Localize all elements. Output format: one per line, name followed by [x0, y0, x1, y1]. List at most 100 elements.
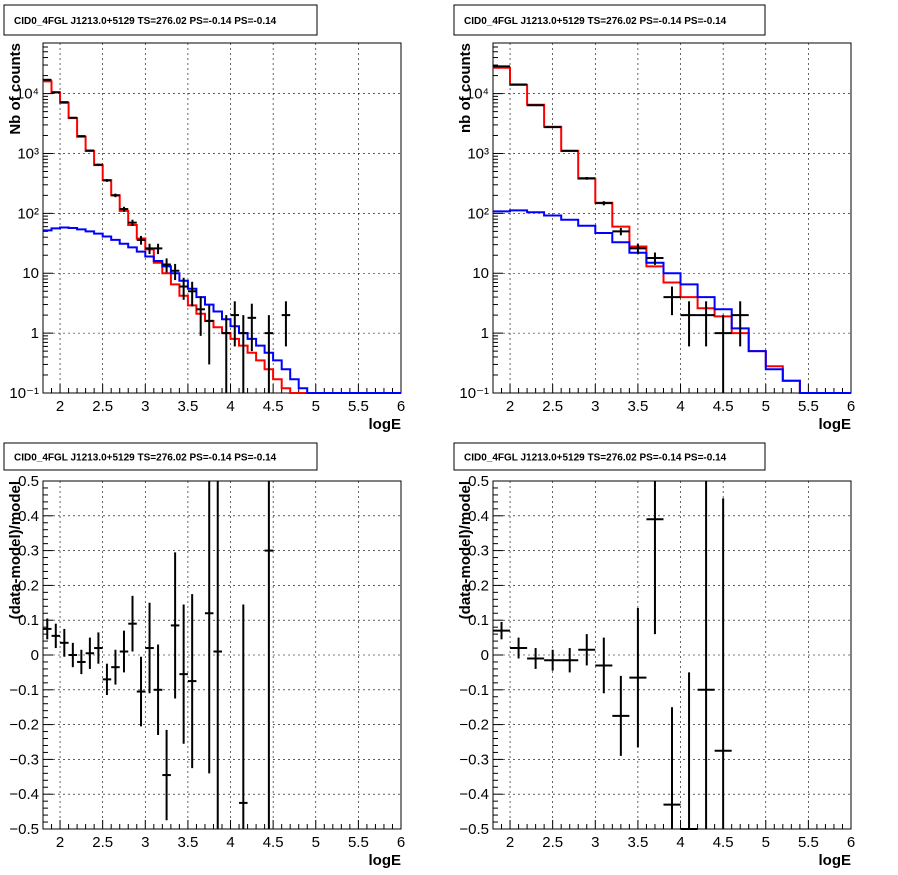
x-tick-label: 3	[141, 834, 149, 851]
chart-title: CID0_4FGL J1213.0+5129 TS=276.02 PS=-0.1…	[464, 453, 727, 464]
data-point	[544, 649, 562, 671]
x-tick-label: 5.5	[348, 834, 369, 851]
y-tick-label: 10	[472, 265, 489, 282]
data-point	[527, 648, 545, 669]
y-axis-label: nb of counts	[457, 43, 474, 133]
x-tick-label: 5.5	[798, 834, 819, 851]
x-tick-label: 4.5	[713, 834, 734, 851]
x-axis-label: logE	[819, 852, 852, 869]
y-tick-label: −0.1	[9, 682, 39, 699]
y-tick-label: 0	[481, 647, 489, 664]
x-tick-label: 3.5	[627, 398, 648, 415]
x-tick-label: 3.5	[177, 834, 198, 851]
x-tick-label: 6	[397, 834, 405, 851]
data-points	[43, 78, 291, 393]
x-tick-label: 5	[762, 834, 770, 851]
x-tick-label: 2	[56, 834, 64, 851]
grid	[43, 481, 401, 829]
data-point	[77, 135, 86, 138]
data-point	[239, 604, 248, 829]
y-tick-label: 0.4	[468, 508, 489, 525]
data-point	[94, 632, 103, 664]
y-tick-label: −0.3	[9, 751, 39, 768]
x-axis-label: logE	[369, 416, 402, 433]
data-point	[60, 101, 69, 104]
data-point	[680, 672, 698, 830]
data-point	[187, 281, 197, 307]
data-point	[612, 227, 630, 236]
data-point	[85, 149, 95, 152]
series-line-1	[43, 80, 401, 394]
data-point	[187, 594, 197, 769]
y-tick-label: 0.2	[468, 577, 489, 594]
y-tick-label: 0.3	[18, 543, 39, 560]
data-point	[119, 206, 129, 212]
y-tick-label: 0.1	[18, 612, 39, 629]
data-point	[264, 481, 274, 829]
y-tick-label: −0.2	[9, 717, 39, 734]
data-point	[179, 604, 188, 744]
data-point	[111, 193, 120, 198]
data-point	[170, 263, 180, 281]
y-tick-label: 10²	[17, 205, 39, 222]
data-point	[179, 277, 188, 300]
x-tick-label: 3	[591, 398, 599, 415]
y-tick-label: −0.1	[459, 682, 489, 699]
data-point	[51, 623, 61, 649]
data-point	[102, 663, 112, 696]
y-tick-label: 0.5	[18, 473, 39, 490]
y-tick-label: 10⁴	[466, 86, 489, 103]
y-tick-label: 10⁴	[16, 86, 39, 103]
data-point	[264, 315, 274, 393]
data-point	[128, 219, 137, 226]
x-tick-label: 2.5	[92, 834, 113, 851]
x-axis-label: logE	[819, 416, 852, 433]
title-box	[3, 4, 318, 36]
data-point	[714, 498, 732, 829]
data-point	[213, 481, 222, 829]
x-tick-label: 5.5	[798, 398, 819, 415]
x-tick-label: 3.5	[627, 834, 648, 851]
chart-panel-3: CID0_4FGL J1213.0+5129 TS=276.02 PS=-0.1…	[3, 442, 405, 869]
chart-title: CID0_4FGL J1213.0+5129 TS=276.02 PS=-0.1…	[14, 453, 277, 464]
y-tick-label: 0.4	[18, 508, 39, 525]
x-tick-label: 3	[591, 834, 599, 851]
y-tick-label: 1	[31, 325, 39, 342]
series-line-1	[493, 66, 851, 394]
y-tick-label: 0.1	[468, 612, 489, 629]
x-tick-label: 5	[762, 398, 770, 415]
data-points	[43, 481, 274, 829]
series-line-2	[43, 226, 401, 394]
plot-frame	[492, 42, 852, 394]
title-box	[453, 442, 766, 471]
data-point	[196, 296, 205, 336]
data-point	[85, 637, 95, 669]
x-tick-label: 3.5	[177, 398, 198, 415]
data-point	[527, 104, 545, 107]
data-point	[663, 286, 681, 316]
data-point	[77, 649, 86, 675]
y-axis-label: (data-model)/model	[7, 481, 24, 619]
data-point	[578, 634, 596, 666]
data-point	[170, 552, 180, 699]
data-point	[230, 301, 240, 347]
x-axis-label: logE	[369, 852, 402, 869]
chart-panel-1: CID0_4FGL J1213.0+5129 TS=276.02 PS=-0.1…	[3, 4, 405, 433]
x-tick-label: 2.5	[542, 398, 563, 415]
data-point	[663, 707, 681, 829]
y-tick-label: −0.3	[459, 751, 489, 768]
y-tick-label: 10	[22, 265, 39, 282]
data-point	[162, 729, 171, 821]
data-point	[68, 116, 78, 119]
x-tick-label: 2	[506, 834, 514, 851]
data-point	[595, 637, 613, 694]
data-point	[94, 163, 103, 166]
data-points	[493, 65, 749, 393]
chart-panel-2: CID0_4FGL J1213.0+5129 TS=276.02 PS=-0.1…	[453, 4, 855, 433]
data-point	[128, 595, 137, 652]
x-tick-label: 5.5	[348, 398, 369, 415]
data-point	[646, 481, 664, 635]
data-point	[247, 303, 257, 352]
y-tick-label: 10⁻¹	[9, 385, 39, 402]
